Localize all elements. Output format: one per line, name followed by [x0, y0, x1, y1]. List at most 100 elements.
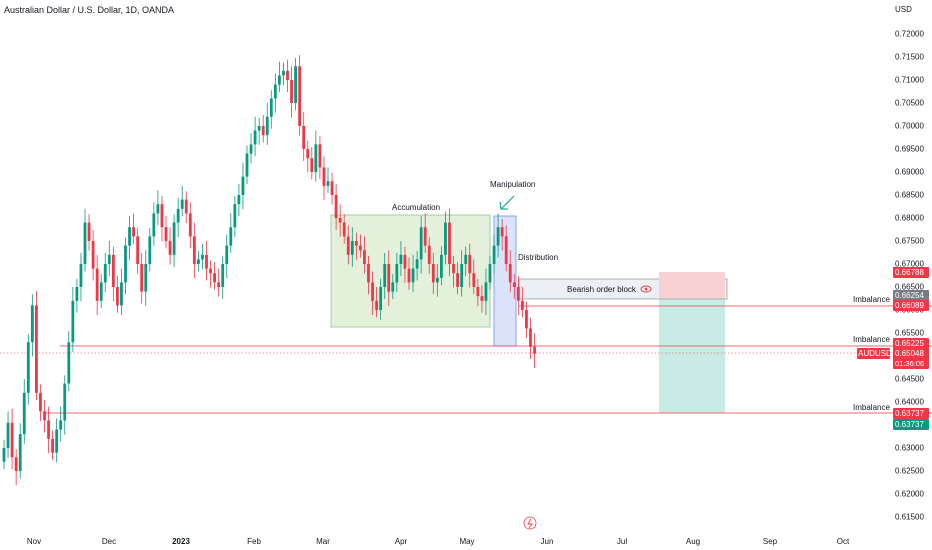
candle[interactable] [43, 411, 46, 421]
candle[interactable] [128, 227, 131, 246]
candle[interactable] [164, 227, 168, 241]
candle[interactable] [338, 218, 342, 223]
candle[interactable] [217, 282, 221, 287]
candle[interactable] [383, 264, 387, 287]
candle[interactable] [116, 287, 119, 306]
candle[interactable] [148, 236, 152, 264]
events-lightning-icon[interactable] [523, 516, 537, 530]
imbalance-label-2[interactable]: Imbalance [853, 335, 890, 344]
imbalance-label-1[interactable]: Imbalance [853, 295, 890, 304]
candle[interactable] [75, 287, 79, 301]
candle[interactable] [18, 434, 22, 471]
candle[interactable] [188, 213, 192, 237]
candle[interactable] [326, 181, 330, 186]
candle[interactable] [71, 300, 75, 343]
candle[interactable] [411, 268, 415, 283]
candle[interactable] [269, 98, 273, 117]
candle[interactable] [533, 346, 536, 354]
candle[interactable] [241, 176, 245, 195]
candle[interactable] [95, 268, 99, 301]
candle[interactable] [282, 70, 285, 76]
candle[interactable] [229, 227, 233, 246]
candle[interactable] [257, 126, 261, 131]
candle[interactable] [399, 254, 403, 264]
candle[interactable] [132, 227, 135, 237]
candle[interactable] [91, 241, 95, 269]
candle[interactable] [6, 422, 10, 448]
candle[interactable] [261, 126, 265, 136]
candle[interactable] [423, 227, 427, 246]
candle[interactable] [359, 245, 362, 251]
candle[interactable] [124, 245, 127, 283]
candle[interactable] [221, 264, 225, 287]
candle[interactable] [318, 144, 322, 168]
candle[interactable] [427, 245, 431, 264]
candle[interactable] [431, 264, 435, 283]
candle[interactable] [452, 264, 455, 274]
candle[interactable] [363, 250, 366, 264]
candle[interactable] [294, 66, 297, 103]
candle[interactable] [334, 195, 338, 218]
candle[interactable] [140, 264, 144, 292]
candle[interactable] [387, 264, 391, 292]
candle[interactable] [30, 305, 34, 343]
candle[interactable] [314, 144, 318, 172]
candle[interactable] [39, 392, 42, 412]
candle[interactable] [367, 264, 370, 283]
candle[interactable] [464, 254, 468, 264]
candle[interactable] [342, 222, 346, 237]
manipulation-arrow-icon[interactable] [499, 195, 515, 210]
candle[interactable] [310, 158, 314, 172]
candle[interactable] [152, 213, 156, 237]
candle[interactable] [83, 222, 87, 264]
order-block-label[interactable]: Bearish order block [567, 285, 636, 294]
candle[interactable] [22, 392, 26, 435]
distribution-label[interactable]: Distribution [518, 253, 559, 262]
candle[interactable] [492, 245, 496, 264]
candle[interactable] [346, 236, 350, 255]
candle[interactable] [63, 383, 67, 421]
candle[interactable] [403, 254, 407, 269]
candle[interactable] [375, 300, 378, 310]
accumulation-label[interactable]: Accumulation [392, 203, 441, 212]
candle[interactable] [111, 254, 115, 287]
candle[interactable] [512, 282, 516, 287]
candle[interactable] [415, 259, 419, 269]
candle[interactable] [47, 420, 50, 439]
candle[interactable] [516, 287, 520, 301]
candle[interactable] [99, 282, 103, 301]
position-target-zone[interactable] [659, 299, 725, 413]
candle[interactable] [51, 438, 54, 453]
candle[interactable] [168, 241, 172, 255]
imbalance-label-3[interactable]: Imbalance [853, 403, 890, 412]
candle[interactable] [136, 236, 140, 264]
candle[interactable] [103, 264, 107, 283]
candle[interactable] [233, 204, 237, 228]
candle[interactable] [448, 222, 451, 264]
candle[interactable] [468, 254, 472, 274]
candle[interactable] [180, 199, 184, 209]
candle[interactable] [504, 236, 508, 264]
candle[interactable] [184, 199, 188, 214]
candle[interactable] [391, 282, 395, 292]
candle[interactable] [59, 420, 63, 430]
candle[interactable] [330, 181, 334, 195]
candle[interactable] [172, 222, 176, 255]
candle[interactable] [354, 241, 358, 246]
candle[interactable] [488, 264, 492, 283]
candle[interactable] [205, 254, 208, 269]
candle[interactable] [14, 457, 18, 471]
manipulation-label[interactable]: Manipulation [490, 180, 536, 189]
accumulation-zone[interactable] [330, 214, 491, 328]
candle[interactable] [67, 342, 71, 384]
candle[interactable] [371, 282, 374, 301]
candle[interactable] [156, 204, 160, 214]
candle[interactable] [460, 264, 464, 287]
candle[interactable] [249, 144, 253, 154]
candle[interactable] [290, 80, 293, 103]
candle[interactable] [265, 116, 269, 136]
candle[interactable] [395, 264, 399, 283]
candle[interactable] [444, 222, 447, 255]
candle[interactable] [500, 227, 504, 237]
candle[interactable] [273, 84, 277, 99]
